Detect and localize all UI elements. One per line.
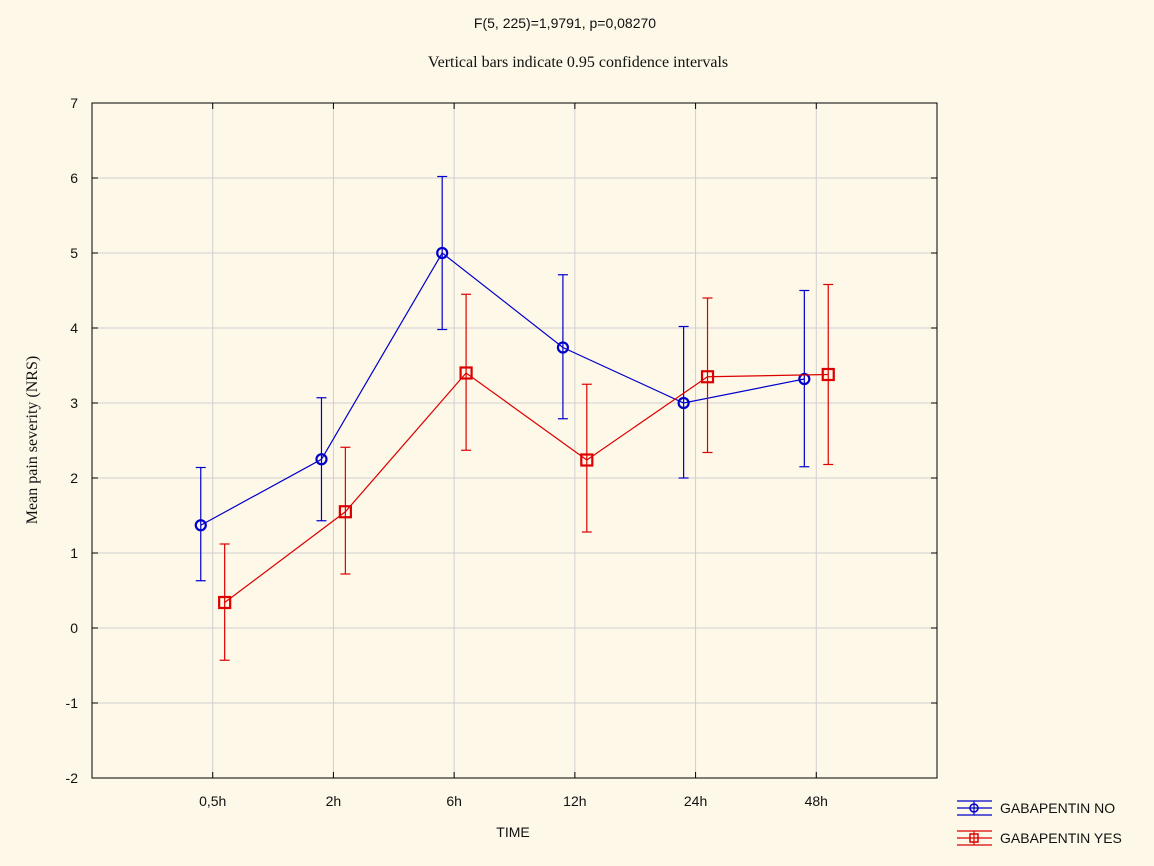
x-tick-label: 6h xyxy=(446,793,462,809)
x-tick-label: 48h xyxy=(805,793,828,809)
chart-title: F(5, 225)=1,9791, p=0,08270 xyxy=(474,15,656,31)
data-point xyxy=(338,505,352,519)
axis-ticks: -2 -1 0 1 2 3 4 5 6 7 0,5h 2h 6h 12h 24h 48h xyxy=(66,95,937,809)
data-point xyxy=(798,372,811,386)
y-tick-label: 0 xyxy=(70,620,78,636)
y-axis-label: Mean pain severity (NRS) xyxy=(24,356,41,524)
y-tick-label: -2 xyxy=(66,770,79,786)
x-tick-label: 12h xyxy=(563,793,586,809)
series-group xyxy=(194,175,835,661)
series-line xyxy=(224,372,829,603)
y-tick-label: 4 xyxy=(70,320,78,336)
data-point xyxy=(459,366,473,380)
plot-frame xyxy=(91,102,938,779)
y-tick-label: 6 xyxy=(70,170,78,186)
y-tick-label: 2 xyxy=(70,470,78,486)
legend-marker xyxy=(969,833,979,843)
x-tick-label: 24h xyxy=(684,793,707,809)
data-point xyxy=(821,367,835,382)
legend-label: GABAPENTIN NO xyxy=(1000,800,1115,816)
data-point xyxy=(677,396,690,410)
series-gabapentin-no xyxy=(194,175,811,582)
y-tick-label: 1 xyxy=(70,545,78,561)
x-tick-label: 0,5h xyxy=(199,793,226,809)
x-axis-label: TIME xyxy=(496,824,529,840)
y-tick-label: 5 xyxy=(70,245,78,261)
legend: GABAPENTIN NO GABAPENTIN YES xyxy=(957,800,1122,846)
x-tick-label: 2h xyxy=(326,793,342,809)
series-gabapentin-yes xyxy=(218,283,835,661)
data-point xyxy=(436,246,449,260)
data-point xyxy=(315,453,328,466)
data-point xyxy=(700,370,715,384)
series-line xyxy=(200,252,805,526)
grid xyxy=(92,103,937,778)
data-point xyxy=(194,519,207,532)
data-point xyxy=(580,453,594,467)
legend-marker xyxy=(969,803,979,813)
y-tick-label: 7 xyxy=(70,95,78,111)
chart-subtitle: Vertical bars indicate 0.95 confidence i… xyxy=(428,54,728,71)
y-tick-label: 3 xyxy=(70,395,78,411)
data-point xyxy=(556,341,570,354)
y-tick-label: -1 xyxy=(66,695,79,711)
data-point xyxy=(218,595,232,610)
legend-label: GABAPENTIN YES xyxy=(1000,830,1122,846)
